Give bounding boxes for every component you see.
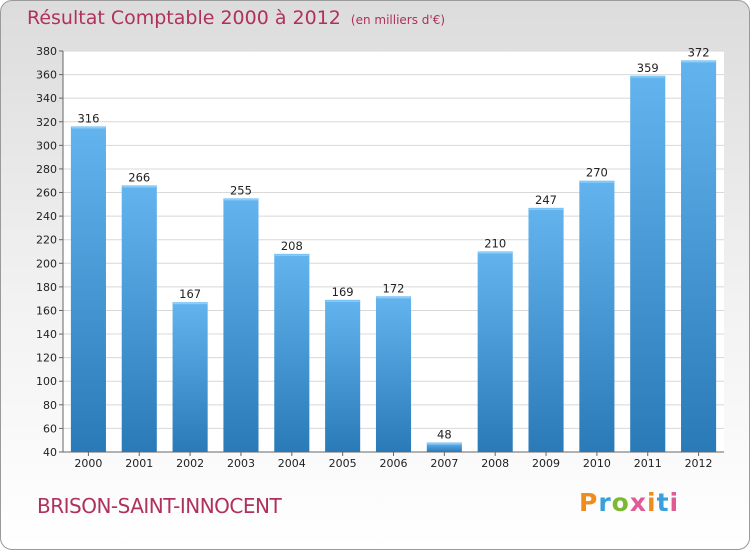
y-tick-label: 200 xyxy=(36,257,57,270)
bar-2002 xyxy=(172,302,208,452)
x-tick-label: 2009 xyxy=(532,457,560,470)
proxiti-logo[interactable]: Proxiti xyxy=(579,488,679,517)
bar-value-label: 372 xyxy=(688,45,710,59)
chart-title: Résultat Comptable 2000 à 2012 xyxy=(27,7,341,29)
y-tick-label: 120 xyxy=(36,352,57,365)
bar-value-label: 270 xyxy=(586,166,608,180)
logo-letter: o xyxy=(611,488,630,517)
bar-2010 xyxy=(579,180,615,452)
y-tick-label: 160 xyxy=(36,304,57,317)
chart-unit: (en milliers d'€) xyxy=(350,13,446,27)
bar-2009 xyxy=(528,207,564,452)
y-tick-label: 320 xyxy=(36,116,57,129)
x-tick-label: 2008 xyxy=(481,457,509,470)
bar-highlight xyxy=(274,254,309,256)
logo-letter: i xyxy=(669,488,680,517)
title-row: Résultat Comptable 2000 à 2012 (en millie… xyxy=(27,7,445,29)
bar-2005 xyxy=(325,299,361,452)
y-axis: 40 60 80 100 120 140 160 180 200 220 240 260 280 300 3… xyxy=(36,45,64,459)
bar-value-label: 266 xyxy=(128,170,150,184)
x-tick-label: 2006 xyxy=(380,457,408,470)
x-tick-label: 2003 xyxy=(227,457,255,470)
y-tick-label: 280 xyxy=(36,163,57,176)
y-tick-label: 300 xyxy=(36,139,57,152)
bar-value-label: 169 xyxy=(332,285,354,299)
bar-value-label: 167 xyxy=(179,287,201,301)
x-tick-label: 2010 xyxy=(583,457,611,470)
bar-value-label: 210 xyxy=(484,237,506,251)
x-tick-label: 2000 xyxy=(74,457,102,470)
bar-highlight xyxy=(223,198,259,201)
bar-highlight xyxy=(325,300,360,302)
bar-2000 xyxy=(70,126,106,452)
bar-highlight xyxy=(427,443,462,445)
commune-name: BRISON-SAINT-INNOCENT xyxy=(37,494,282,518)
bar-value-label: 48 xyxy=(437,428,452,442)
x-axis: 2000 2001 2002 2003 2004 2005 2006 2007 2008 2009… xyxy=(63,451,724,470)
bar-value-label: 255 xyxy=(230,183,252,197)
bar-value-label: 247 xyxy=(535,193,557,207)
bar-value-label: 172 xyxy=(383,281,405,295)
bar-highlight xyxy=(71,126,106,129)
bar-2012 xyxy=(681,60,717,452)
bar-highlight xyxy=(376,296,411,299)
y-tick-label: 260 xyxy=(36,187,57,200)
bar-highlight xyxy=(528,208,564,210)
bar-value-label: 316 xyxy=(77,111,99,125)
bar-highlight xyxy=(579,181,614,183)
bar-value-labels: 316 266 167 255 208 169 172 48 210 247 270 359 372 xyxy=(77,45,709,441)
logo-letter: x xyxy=(629,488,647,517)
logo-letter: P xyxy=(579,488,599,517)
y-tick-label: 240 xyxy=(36,210,57,223)
bars xyxy=(70,60,717,453)
y-tick-label: 60 xyxy=(43,422,57,435)
logo-letter: t xyxy=(656,488,670,517)
y-tick-label: 80 xyxy=(43,399,57,412)
y-tick-label: 380 xyxy=(36,45,57,58)
y-tick-label: 140 xyxy=(36,328,57,341)
x-tick-label: 2005 xyxy=(329,457,357,470)
x-tick-label: 2004 xyxy=(278,457,306,470)
bar-2004 xyxy=(274,253,310,452)
y-tick-label: 340 xyxy=(36,92,57,105)
y-tick-label: 100 xyxy=(36,375,57,388)
x-tick-label: 2007 xyxy=(430,457,458,470)
bar-value-label: 359 xyxy=(637,61,659,75)
bar-2008 xyxy=(477,251,513,452)
y-tick-label: 360 xyxy=(36,69,57,82)
y-tick-label: 40 xyxy=(43,446,57,459)
bar-2011 xyxy=(630,75,666,453)
bar-2001 xyxy=(121,185,157,452)
logo-letter: r xyxy=(598,488,612,517)
x-tick-label: 2012 xyxy=(685,457,713,470)
bar-2007 xyxy=(426,442,462,452)
bar-2003 xyxy=(223,198,259,452)
logo-letter: i xyxy=(647,488,657,517)
bar-2006 xyxy=(375,296,412,452)
y-tick-label: 220 xyxy=(36,234,57,247)
bar-highlight xyxy=(478,252,513,254)
y-tick-label: 180 xyxy=(36,281,57,294)
bar-highlight xyxy=(681,60,716,63)
x-tick-label: 2002 xyxy=(176,457,204,470)
bar-highlight xyxy=(630,76,665,78)
bar-value-label: 208 xyxy=(281,239,303,253)
x-tick-label: 2011 xyxy=(634,457,662,470)
bar-highlight xyxy=(173,302,208,305)
x-tick-label: 2001 xyxy=(125,457,153,470)
bar-highlight xyxy=(122,185,157,188)
